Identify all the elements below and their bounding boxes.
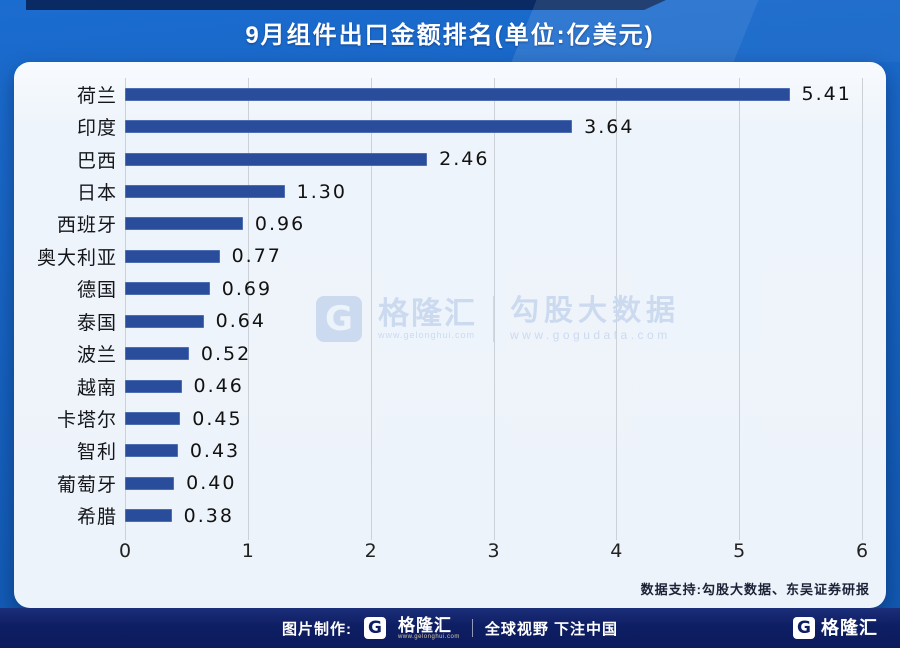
value-label: 2.46 — [439, 148, 490, 171]
category-label: 印度 — [76, 117, 117, 140]
footer-corner-logo: G 格隆汇 — [793, 608, 878, 648]
made-by-label: 图片制作: — [281, 620, 352, 638]
value-label: 0.46 — [193, 375, 244, 398]
bar-荷兰 — [125, 87, 790, 101]
footer-corner-brand: 格隆汇 — [821, 618, 878, 638]
gridline — [370, 78, 372, 540]
bar-德国 — [125, 282, 210, 296]
value-label: 0.64 — [215, 310, 266, 333]
gridline — [616, 78, 618, 540]
gelonghui-logo-icon: G — [363, 617, 386, 639]
category-label: 希腊 — [76, 506, 117, 529]
x-axis: 0 1 2 3 4 5 6 — [119, 540, 868, 566]
bar-波兰 — [125, 347, 189, 361]
category-label: 波兰 — [76, 344, 117, 367]
bar-印度 — [125, 120, 573, 134]
x-tick-label: 6 — [855, 540, 869, 562]
footer-brand-url: www.gelonghui.com — [397, 633, 460, 640]
category-label: 卡塔尔 — [56, 408, 117, 431]
header-banner: 9月组件出口金额排名(单位:亿美元) — [0, 0, 900, 62]
bar-智利 — [125, 444, 178, 458]
category-label: 泰国 — [76, 311, 117, 334]
bar-卡塔尔 — [125, 412, 181, 425]
bar-越南 — [125, 379, 182, 393]
category-label: 德国 — [76, 279, 117, 302]
value-label: 0.43 — [189, 439, 241, 462]
value-label: 0.52 — [200, 342, 252, 365]
gridline — [739, 78, 741, 540]
bar-泰国 — [125, 314, 204, 328]
gridline — [125, 78, 126, 540]
value-label: 0.40 — [186, 472, 237, 495]
gelonghui-logo-icon: G — [793, 617, 815, 639]
x-tick-label: 0 — [118, 540, 132, 562]
footer-brand: 格隆汇 — [397, 615, 452, 635]
chart-title: 9月组件出口金额排名(单位:亿美元) — [245, 22, 655, 49]
gridline — [862, 78, 863, 540]
value-label: 0.45 — [192, 407, 243, 430]
bar-日本 — [125, 185, 285, 198]
plot-area: 5.41 3.64 2.46 1.30 0.96 0.77 0.69 0.64 0.52 0.46… — [125, 78, 863, 540]
footer-credit: 图片制作: G 格隆汇 www.gelonghui.com 全球视野 下注中国 — [0, 608, 900, 648]
x-tick-label: 5 — [733, 540, 746, 562]
value-label: 0.77 — [231, 245, 282, 268]
footer-slogan: 全球视野 下注中国 — [484, 620, 619, 638]
footer-divider — [471, 619, 473, 637]
category-label: 日本 — [76, 181, 117, 204]
value-label: 3.64 — [584, 115, 635, 138]
value-label: 0.69 — [221, 277, 273, 300]
bar-西班牙 — [125, 217, 243, 231]
value-label: 0.38 — [183, 504, 234, 527]
chart-card: 荷兰印度巴西日本西班牙奥大利亚德国泰国波兰越南卡塔尔智利葡萄牙希腊 5.41 3.… — [14, 62, 886, 608]
x-tick-label: 2 — [364, 540, 377, 562]
bar-奥大利亚 — [125, 249, 220, 263]
category-label: 西班牙 — [56, 214, 117, 237]
category-label: 越南 — [76, 376, 117, 399]
bar-巴西 — [125, 152, 428, 166]
data-source-note: 数据支持:勾股大数据、东吴证券研报 — [640, 582, 870, 597]
category-label: 奥大利亚 — [36, 246, 117, 269]
bar-希腊 — [125, 509, 172, 523]
value-label: 1.30 — [296, 180, 347, 203]
bar-葡萄牙 — [125, 476, 175, 490]
value-label: 5.41 — [801, 83, 852, 106]
value-label: 0.96 — [254, 212, 306, 235]
gridline — [493, 78, 495, 540]
x-tick-label: 3 — [487, 540, 500, 562]
x-tick-label: 4 — [610, 540, 623, 562]
category-label: 荷兰 — [76, 84, 117, 107]
gridline — [247, 78, 249, 540]
x-tick-label: 1 — [241, 540, 254, 562]
category-label: 葡萄牙 — [56, 473, 117, 496]
footer-bar: 图片制作: G 格隆汇 www.gelonghui.com 全球视野 下注中国 … — [0, 608, 900, 648]
category-label: 巴西 — [76, 149, 117, 172]
category-axis: 荷兰印度巴西日本西班牙奥大利亚德国泰国波兰越南卡塔尔智利葡萄牙希腊 — [14, 78, 117, 532]
category-label: 智利 — [76, 441, 117, 464]
